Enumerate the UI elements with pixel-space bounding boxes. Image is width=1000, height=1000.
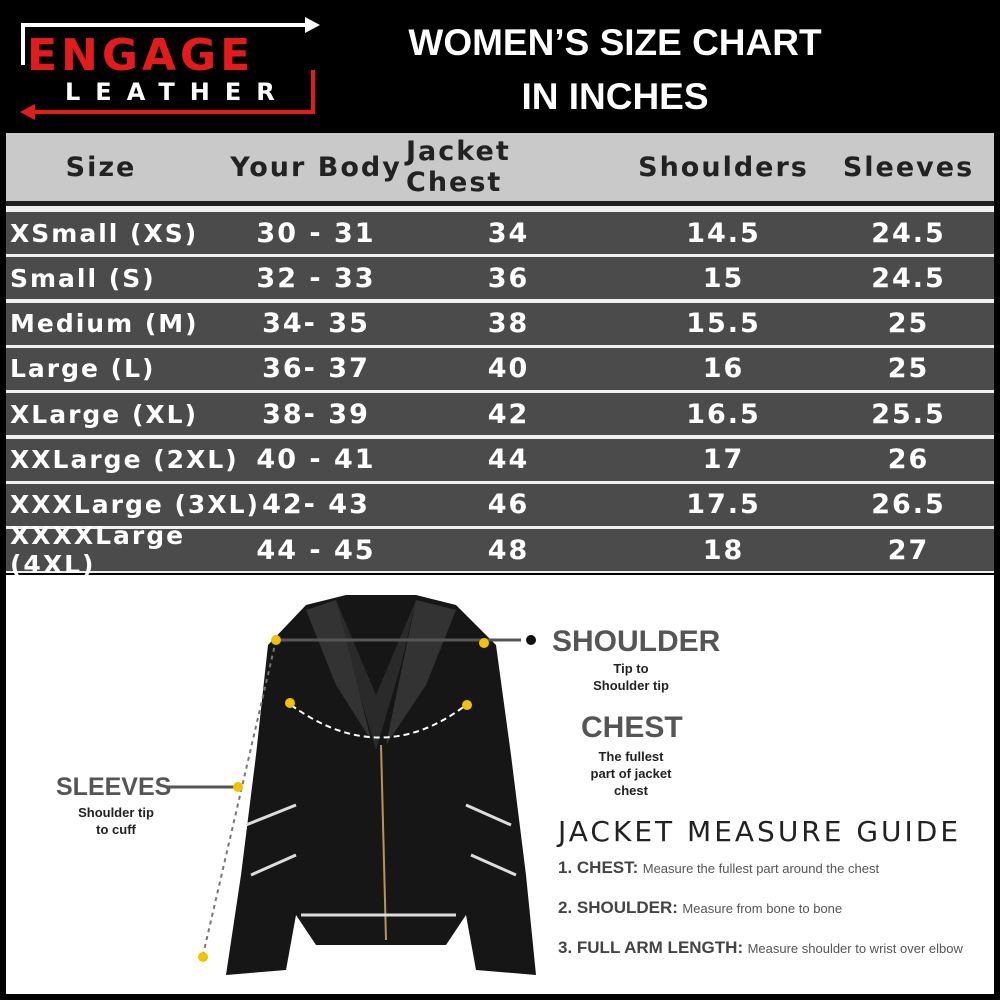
cell-sleeves: 25 [887, 308, 930, 340]
guide-desc: Measure from bone to bone [682, 901, 843, 916]
size-table: Size Your Body Jacket Chest Shoulders Sl… [6, 133, 994, 580]
svg-text:LEATHER: LEATHER [65, 78, 290, 106]
guide-title: JACKET MEASURE GUIDE [558, 815, 962, 848]
table-row: XSmall (XS) 30 - 31 34 14.5 24.5 [6, 212, 994, 254]
cell-shoulders: 18 [702, 534, 745, 566]
sleeves-desc-1: Shoulder tip [78, 805, 154, 820]
table-row: Medium (M) 34- 35 38 15.5 25 [6, 302, 994, 345]
cell-your-body: 30 - 31 [256, 217, 376, 249]
cell-size: XXXLarge (3XL) [10, 490, 260, 520]
chest-label: CHEST [581, 711, 683, 744]
chart-title-line2: IN INCHES [521, 76, 709, 117]
cell-jacket-chest: 42 [487, 398, 530, 430]
cell-size: Large (L) [10, 354, 156, 384]
table-row: Large (L) 36- 37 40 16 25 [6, 347, 994, 390]
cell-size: XXLarge (2XL) [10, 445, 239, 474]
header: ENGAGE LEATHER WOMEN’S SIZE CHART IN INC… [0, 0, 1000, 133]
cell-jacket-chest: 46 [487, 489, 530, 521]
cell-size: Small (S) [10, 263, 156, 293]
table-row: XLarge (XL) 38- 39 42 16.5 25.5 [6, 393, 994, 436]
cell-jacket-chest: 36 [487, 262, 530, 294]
table-row: Small (S) 32 - 33 36 15 24.5 [6, 257, 994, 300]
chest-desc-2: part of jacket [590, 766, 672, 781]
cell-shoulders: 15 [702, 262, 745, 294]
cell-shoulders: 16 [702, 353, 745, 385]
cell-your-body: 32 - 33 [256, 262, 376, 294]
cell-shoulders: 15.5 [686, 308, 761, 340]
cell-your-body: 42- 43 [262, 489, 370, 521]
cell-sleeves: 26.5 [871, 489, 946, 521]
cell-size: XSmall (XS) [10, 218, 199, 248]
measurement-diagram: SHOULDER Tip to Shoulder tip CHEST The f… [6, 575, 994, 994]
guide-item-arm-length: 3. FULL ARM LENGTH: Measure shoulder to … [558, 938, 963, 958]
cell-sleeves: 24.5 [871, 262, 946, 294]
cell-jacket-chest: 48 [487, 534, 530, 566]
svg-text:ENGAGE: ENGAGE [27, 30, 254, 81]
cell-shoulders: 16.5 [686, 398, 761, 430]
header-size: Size [65, 151, 137, 183]
cell-sleeves: 25 [887, 353, 930, 385]
header-jacket-chest: Jacket Chest [406, 136, 511, 198]
cell-your-body: 44 - 45 [256, 534, 376, 566]
cell-sleeves: 26 [887, 444, 930, 475]
cell-size: Medium (M) [10, 309, 199, 339]
sleeves-label: SLEEVES [56, 773, 172, 801]
cell-shoulders: 17 [702, 444, 745, 475]
sleeves-desc-2: to cuff [96, 822, 136, 837]
cell-sleeves: 24.5 [871, 217, 946, 249]
cell-size: XXXXLarge (4XL) [10, 521, 186, 580]
header-shoulders: Shoulders [638, 151, 809, 183]
guide-term: 1. CHEST: [558, 858, 639, 877]
guide-term: 3. FULL ARM LENGTH: [558, 938, 744, 957]
table-row: XXXLarge (3XL) 42- 43 46 17.5 26.5 [6, 483, 994, 526]
cell-your-body: 40 - 41 [256, 444, 376, 475]
table-row: XXLarge (2XL) 40 - 41 44 17 26 [6, 438, 994, 481]
chest-desc-3: chest [614, 783, 648, 798]
guide-item-chest: 1. CHEST: Measure the fullest part aroun… [558, 858, 879, 878]
guide-item-shoulder: 2. SHOULDER: Measure from bone to bone [558, 898, 842, 918]
shoulder-label: SHOULDER [552, 625, 721, 658]
cell-size: XLarge (XL) [10, 399, 199, 429]
jacket-illustration [166, 595, 536, 975]
cell-jacket-chest: 34 [487, 217, 530, 249]
cell-your-body: 36- 37 [262, 353, 370, 385]
cell-shoulders: 14.5 [686, 217, 761, 249]
chart-title-line1: WOMEN’S SIZE CHART [408, 22, 822, 63]
guide-term: 2. SHOULDER: [558, 898, 678, 917]
chest-desc-1: The fullest [598, 749, 664, 764]
guide-desc: Measure the fullest part around the ches… [642, 861, 880, 876]
cell-sleeves: 27 [887, 534, 930, 566]
cell-jacket-chest: 40 [487, 353, 530, 385]
table-row: XXXXLarge (4XL) 44 - 45 48 18 27 [6, 521, 994, 580]
shoulder-desc-2: Shoulder tip [593, 678, 669, 693]
cell-your-body: 38- 39 [262, 398, 370, 430]
engage-leather-logo: ENGAGE LEATHER [20, 17, 320, 120]
cell-jacket-chest: 44 [487, 444, 530, 475]
header-sleeves: Sleeves [842, 151, 975, 183]
table-header-row: Size Your Body Jacket Chest Shoulders Sl… [6, 133, 994, 206]
cell-jacket-chest: 38 [487, 308, 530, 340]
guide-desc: Measure shoulder to wrist over elbow [747, 941, 963, 956]
shoulder-desc-1: Tip to [613, 661, 649, 676]
cell-shoulders: 17.5 [686, 489, 761, 521]
cell-your-body: 34- 35 [262, 308, 370, 340]
header-your-body: Your Body [230, 151, 402, 183]
cell-sleeves: 25.5 [871, 398, 946, 430]
